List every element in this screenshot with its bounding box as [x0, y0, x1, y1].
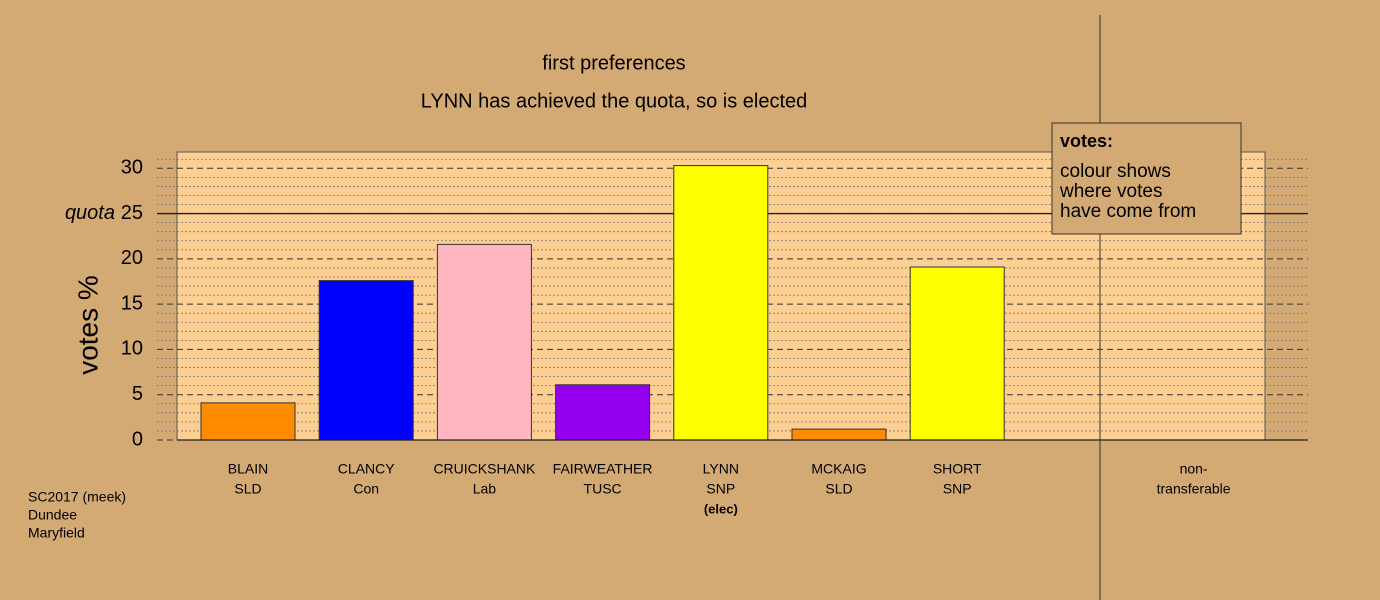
x-tick-label: MCKAIG	[811, 461, 866, 477]
legend-text: have come from	[1060, 201, 1196, 222]
bar	[791, 428, 887, 441]
footnote: Maryfield	[28, 525, 85, 541]
y-tick-label: 30	[121, 157, 143, 179]
x-tick-label: SNP	[943, 481, 972, 497]
x-tick-label: transferable	[1157, 481, 1231, 497]
legend-title: votes:	[1060, 131, 1113, 151]
y-tick-label: 0	[132, 428, 143, 450]
x-tick-label: Con	[353, 481, 379, 497]
x-tick-label: LYNN	[703, 461, 739, 477]
x-tick-label: TUSC	[584, 481, 622, 497]
x-tick-label: SLD	[234, 481, 261, 497]
legend-frame	[1051, 122, 1242, 235]
footnote: SC2017 (meek)	[28, 489, 126, 505]
footnote: Dundee	[28, 507, 77, 523]
bar	[436, 243, 532, 441]
y-tick-label: 25	[121, 202, 143, 224]
y-axis-label: votes %	[72, 275, 103, 375]
x-tick-label: FAIRWEATHER	[553, 461, 653, 477]
bar	[673, 165, 769, 441]
x-tick-label: CLANCY	[338, 461, 395, 477]
bar	[318, 280, 414, 441]
quota-label: quota	[65, 202, 115, 224]
bar	[200, 402, 296, 441]
x-tick-label: SLD	[825, 481, 852, 497]
x-tick-label: SHORT	[933, 461, 982, 477]
bar	[909, 266, 1005, 441]
x-tick-label: Lab	[473, 481, 497, 497]
x-tick-label: CRUICKSHANK	[433, 461, 536, 477]
bar	[555, 384, 651, 441]
category-note: (elec)	[704, 501, 738, 516]
y-tick-label: 10	[121, 338, 143, 360]
x-tick-label: non-	[1180, 461, 1208, 477]
legend-text: where votes	[1059, 181, 1162, 202]
chart-title: first preferences	[542, 52, 685, 74]
y-tick-label: 20	[121, 247, 143, 269]
y-tick-label: 15	[121, 292, 143, 314]
legend-text: colour shows	[1060, 161, 1171, 182]
chart-subtitle: LYNN has achieved the quota, so is elect…	[421, 90, 808, 112]
x-tick-label: SNP	[706, 481, 735, 497]
x-tick-label: BLAIN	[228, 461, 268, 477]
y-tick-label: 5	[132, 383, 143, 405]
